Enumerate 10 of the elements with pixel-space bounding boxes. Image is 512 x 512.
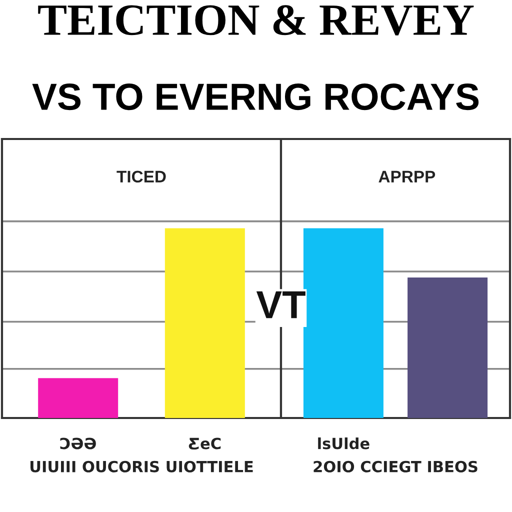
text: APRPP [378,170,436,182]
x-tick-label: lsUlde [318,437,370,450]
annotation: VT [256,291,306,318]
chart-title: TEICTION & REVEY [38,5,474,36]
text: TICED [116,170,166,183]
chart-subtitle: VS TO EVERNG ROCAYS [32,84,479,110]
x-tick-label: ƆƏƏ [60,438,96,450]
x-tick-label: ƸeC [188,438,221,450]
x-axis-title: UIUIII OUCORIS UIOTTIELE [30,460,253,472]
x-axis-title: 2OIO CCIEGT IBEOS [314,460,478,472]
